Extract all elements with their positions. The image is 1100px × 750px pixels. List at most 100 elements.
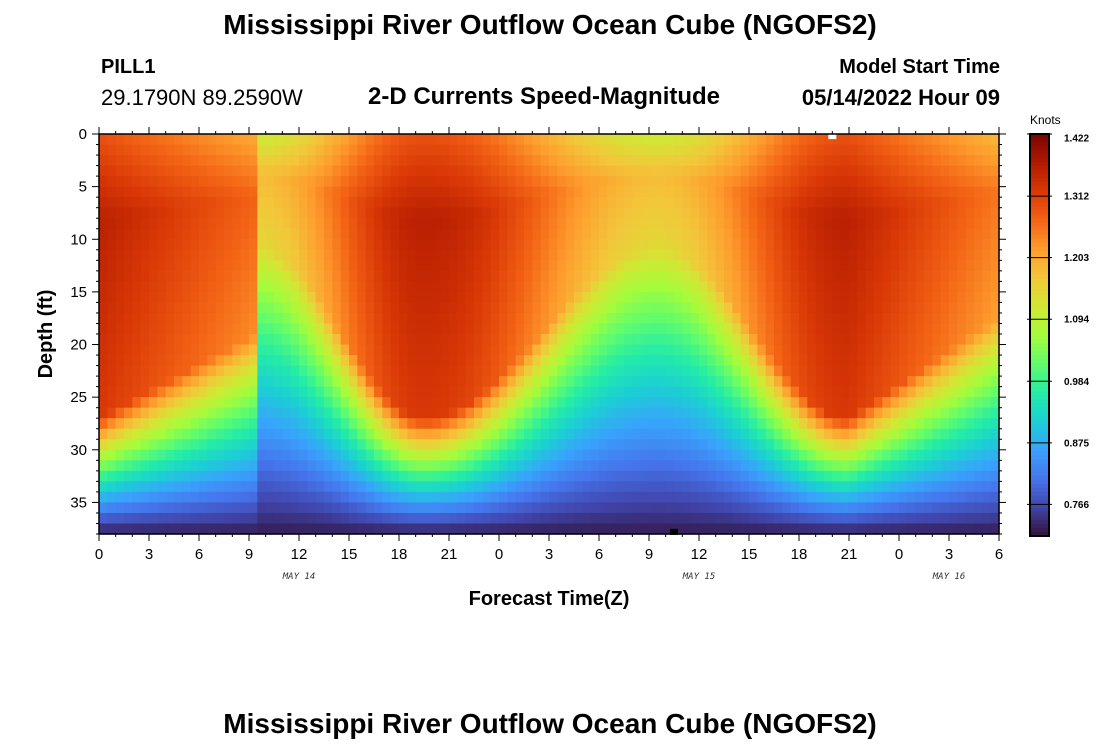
heatmap-cell	[124, 155, 133, 167]
heatmap-cell	[199, 491, 208, 504]
heatmap-cell	[249, 344, 258, 356]
heatmap-cell	[807, 218, 817, 230]
heatmap-cell	[790, 291, 800, 304]
x-tick-label: 6	[195, 546, 203, 563]
colorbar-segment	[1030, 419, 1049, 424]
heatmap-cell	[732, 134, 742, 146]
heatmap-cell	[282, 365, 292, 377]
heatmap-cell	[590, 144, 600, 156]
heatmap-cell	[740, 470, 750, 482]
heatmap-cell	[890, 376, 900, 388]
heatmap-cell	[357, 407, 367, 419]
heatmap-cell	[432, 207, 442, 219]
heatmap-cell	[624, 428, 633, 440]
heatmap-cell	[840, 228, 850, 240]
heatmap-cell	[990, 281, 1000, 293]
heatmap-cell	[499, 207, 508, 219]
heatmap-cell	[532, 144, 542, 156]
heatmap-cell	[757, 228, 767, 240]
heatmap-cell	[574, 355, 583, 367]
heatmap-cell	[990, 470, 1000, 482]
heatmap-cell	[865, 512, 875, 525]
heatmap-cell	[515, 407, 525, 419]
heatmap-cell	[832, 134, 842, 146]
heatmap-cell	[765, 481, 775, 493]
heatmap-cell	[974, 386, 983, 398]
heatmap-cell	[932, 512, 942, 525]
heatmap-cell	[949, 176, 958, 188]
heatmap-cell	[974, 428, 983, 440]
heatmap-cell	[557, 291, 567, 304]
heatmap-cell	[374, 386, 383, 398]
heatmap-cell	[390, 144, 400, 156]
heatmap-cell	[107, 523, 117, 535]
heatmap-cell	[649, 397, 658, 409]
heatmap-cell	[324, 239, 333, 251]
data-marker	[670, 528, 678, 535]
heatmap-cell	[315, 439, 325, 451]
heatmap-cell	[474, 355, 483, 367]
heatmap-cell	[140, 470, 150, 482]
heatmap-cell	[549, 155, 558, 167]
heatmap-cell	[649, 134, 658, 146]
heatmap-cell	[607, 491, 617, 504]
heatmap-cell	[457, 428, 467, 440]
heatmap-cell	[307, 439, 317, 451]
heatmap-cell	[349, 186, 358, 198]
heatmap-cell	[574, 218, 583, 230]
heatmap-cell	[207, 460, 217, 472]
heatmap-cell	[307, 523, 317, 535]
heatmap-cell	[315, 470, 325, 482]
heatmap-cell	[399, 355, 408, 367]
heatmap-cell	[565, 197, 575, 209]
heatmap-cell	[665, 144, 675, 156]
heatmap-cell	[149, 365, 158, 377]
colorbar-segment	[1030, 511, 1049, 517]
heatmap-cell	[490, 344, 500, 356]
heatmap-cell	[215, 270, 225, 282]
heatmap-cell	[174, 302, 183, 314]
heatmap-cell	[640, 155, 650, 167]
heatmap-cell	[374, 491, 383, 504]
heatmap-cell	[582, 186, 592, 198]
heatmap-cell	[115, 470, 125, 482]
heatmap-cell	[365, 134, 375, 146]
heatmap-cell	[407, 155, 417, 167]
heatmap-cell	[665, 449, 675, 461]
heatmap-cell	[240, 355, 250, 367]
heatmap-cell	[340, 460, 350, 472]
heatmap-cell	[674, 449, 683, 461]
heatmap-cell	[424, 407, 433, 419]
heatmap-cell	[740, 449, 750, 461]
heatmap-cell	[799, 470, 808, 482]
heatmap-cell	[332, 386, 342, 398]
heatmap-cell	[957, 502, 967, 514]
heatmap-cell	[140, 439, 150, 451]
heatmap-cell	[274, 418, 283, 430]
heatmap-cell	[99, 165, 108, 177]
heatmap-cell	[115, 260, 125, 272]
heatmap-cell	[715, 470, 725, 482]
heatmap-cell	[282, 312, 292, 325]
heatmap-cell	[124, 312, 133, 325]
heatmap-cell	[957, 260, 967, 272]
heatmap-cell	[790, 386, 800, 398]
heatmap-cell	[349, 334, 358, 346]
heatmap-cell	[182, 439, 192, 451]
x-tick-label: 3	[945, 546, 953, 563]
heatmap-cell	[807, 334, 817, 346]
heatmap-cell	[690, 144, 700, 156]
heatmap-cell	[424, 428, 433, 440]
heatmap-cell	[265, 260, 275, 272]
heatmap-cell	[590, 260, 600, 272]
heatmap-cell	[165, 323, 175, 335]
heatmap-cell	[974, 218, 983, 230]
heatmap-cell	[715, 291, 725, 304]
heatmap-cell	[724, 386, 733, 398]
colorbar-segment	[1030, 242, 1049, 248]
heatmap-cell	[840, 155, 850, 167]
heatmap-cell	[99, 523, 108, 535]
heatmap-cell	[240, 228, 250, 240]
heatmap-cell	[640, 291, 650, 304]
heatmap-cell	[715, 302, 725, 314]
